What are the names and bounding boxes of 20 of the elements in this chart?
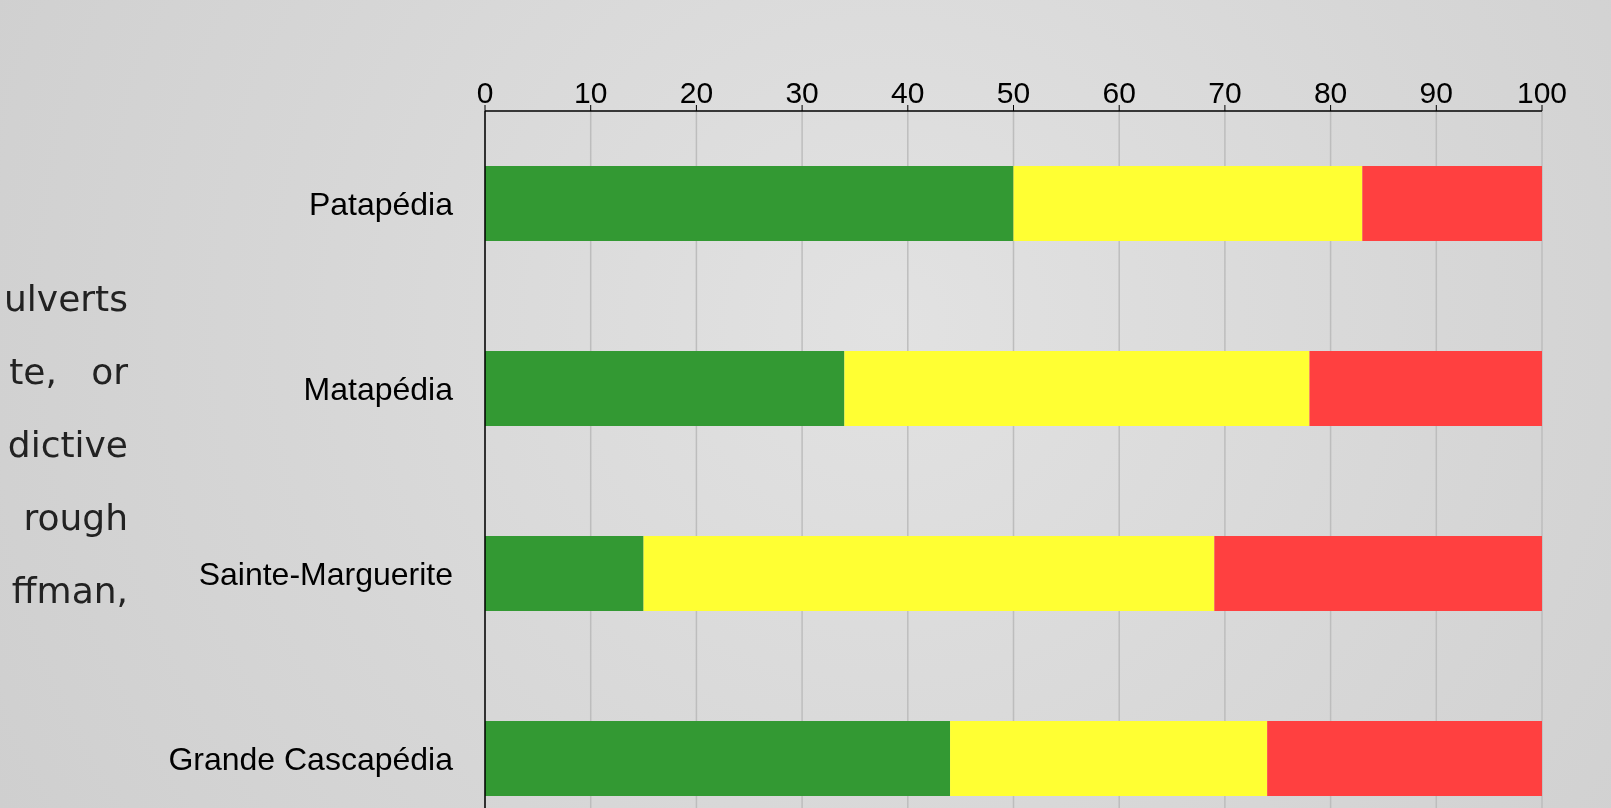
text: rough [22, 496, 128, 540]
x-tick-label: 90 [1419, 76, 1453, 109]
x-tick-label: 40 [891, 76, 925, 109]
text: dictive [6, 423, 128, 467]
text: te, or [8, 350, 128, 394]
x-tick-label: 10 [574, 76, 608, 109]
y-tick-label: Sainte-Marguerite [198, 555, 453, 592]
y-tick-label: Matapédia [303, 370, 454, 407]
x-tick-label: 60 [1102, 76, 1136, 109]
x-tick-label: 20 [679, 76, 714, 109]
x-tick-label: 100 [1516, 76, 1568, 109]
y-tick-label: Grande Cascapédia [168, 740, 454, 777]
x-tick-label: 70 [1208, 76, 1242, 109]
x-tick-label: 0 [476, 76, 494, 109]
x-tick-label: 80 [1313, 76, 1348, 109]
y-tick-label: Patapédia [308, 185, 454, 222]
x-tick-label: 50 [996, 76, 1031, 109]
text: ulverts [3, 277, 128, 321]
text: ffman, [10, 569, 128, 613]
x-tick-label: 30 [785, 76, 819, 109]
